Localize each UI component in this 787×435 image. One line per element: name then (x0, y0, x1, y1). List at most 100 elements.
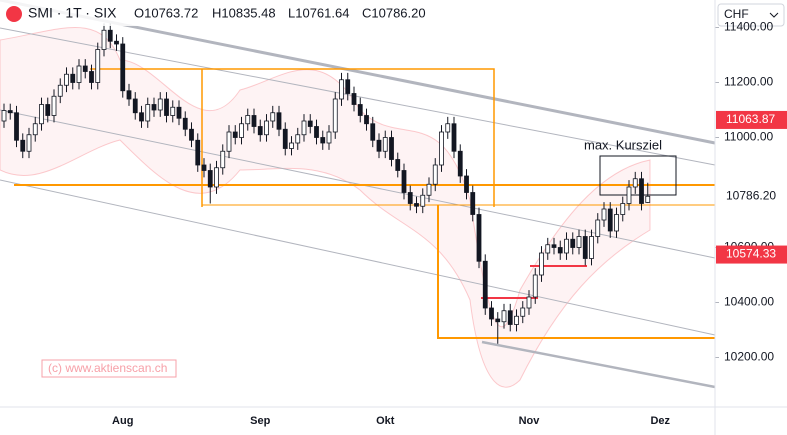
candle-body (264, 120, 269, 136)
currency: CHF (724, 7, 749, 21)
candle-body (501, 310, 507, 323)
target-box (599, 155, 677, 196)
candle-body (14, 112, 19, 141)
candle-body (57, 84, 63, 97)
candle-body (245, 115, 251, 125)
candle-body (89, 71, 94, 83)
candle-body (482, 260, 488, 309)
candle-body (232, 131, 238, 138)
y-tick-label: 11400.00 (724, 20, 773, 34)
candle-body (207, 170, 213, 188)
candle-body (551, 244, 557, 248)
candle-body (276, 112, 282, 130)
candle-body (51, 95, 57, 116)
candle-body (307, 120, 313, 127)
candle-body (514, 315, 519, 325)
candle-body (395, 159, 401, 171)
candle-body (620, 203, 626, 215)
candle-body (626, 186, 632, 204)
y-tick-label: 11200.00 (724, 75, 773, 89)
candle-body (282, 128, 288, 149)
candle-body (589, 236, 594, 259)
price-badge-label: 10786.20 (726, 188, 776, 202)
candle-body (45, 104, 51, 116)
candle-body (445, 123, 451, 133)
candle-body (301, 120, 307, 136)
candle-body (595, 219, 601, 237)
ohlc-open: O10763.72 (134, 5, 198, 20)
candle-body (295, 134, 301, 144)
candle-body (526, 296, 532, 309)
candle-body (239, 123, 244, 138)
candle-body (339, 79, 344, 100)
candle-body (314, 126, 319, 138)
candle-body (157, 98, 163, 111)
candle-body (170, 106, 176, 116)
candle-body (645, 195, 651, 203)
candle-body (414, 203, 419, 207)
candle-body (470, 192, 476, 215)
candle-body (76, 65, 82, 83)
candle-body (39, 104, 44, 125)
candle-body (7, 110, 13, 114)
y-tick-label: 10200.00 (724, 350, 774, 364)
candle-body (570, 238, 576, 248)
candle-body (357, 104, 363, 116)
candle-body (95, 49, 101, 83)
watermark: (c) www.aktienscan.ch (48, 361, 167, 375)
candle-body (370, 123, 376, 141)
candle-body (407, 192, 413, 204)
candle-body (220, 150, 226, 169)
currency-select[interactable] (717, 3, 785, 27)
candle-body (189, 128, 194, 141)
candle-body (107, 29, 113, 42)
candle-body (457, 150, 463, 177)
candle-body (26, 134, 32, 152)
x-tick-label: Okt (376, 415, 395, 427)
candle-body (401, 170, 407, 193)
candle-body (426, 183, 432, 196)
watermark-box (41, 359, 177, 378)
candle-body (251, 115, 257, 127)
candle-body (201, 164, 207, 171)
candle-body (145, 104, 151, 122)
candle-body (545, 244, 551, 254)
x-tick-label: Nov (519, 415, 541, 427)
candle-body (101, 29, 107, 50)
candle-body (557, 247, 563, 254)
candle-body (639, 178, 644, 204)
candle-body (326, 131, 332, 144)
candle-body (345, 79, 351, 94)
symbol: SMI · 1T · SIX (28, 5, 117, 21)
candle-body (632, 178, 638, 188)
candle-body (176, 106, 182, 119)
candle-body (320, 137, 326, 144)
candle-body (539, 252, 544, 276)
price-badge (716, 110, 787, 129)
trend-line (481, 340, 716, 389)
candle-body (532, 274, 538, 298)
logo (6, 6, 22, 22)
ohlc-low: L10761.64 (288, 5, 349, 20)
candle-body (464, 175, 469, 193)
candle-body (195, 139, 201, 166)
candle-body (582, 236, 588, 259)
y-tick-label: 10400.00 (724, 295, 774, 309)
candle-body (32, 123, 38, 136)
candle-body (289, 142, 294, 149)
candle-body (351, 93, 357, 105)
box (90, 68, 495, 207)
ohlc-close: C10786.20 (362, 5, 426, 20)
price-badge-label: 11063.87 (726, 112, 775, 126)
x-tick-label: Sep (250, 415, 270, 427)
candle-body (270, 112, 276, 122)
candle-body (332, 98, 338, 133)
candle-body (614, 214, 619, 232)
candle-body (564, 238, 569, 254)
x-tick-label: Dez (650, 415, 670, 427)
candle-body (489, 307, 494, 320)
annotation: max. Kursziel (584, 137, 662, 152)
trend-line (0, 27, 716, 166)
candle-body (451, 123, 457, 152)
